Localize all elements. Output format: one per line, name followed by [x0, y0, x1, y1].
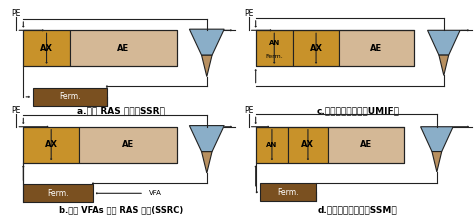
Polygon shape — [190, 126, 224, 152]
Bar — [328, 127, 404, 163]
Text: PE: PE — [12, 9, 21, 18]
Text: AE: AE — [370, 44, 383, 53]
Polygon shape — [439, 55, 449, 76]
Text: AE: AE — [122, 140, 134, 149]
Text: Ferm.: Ferm. — [277, 188, 299, 197]
Text: AX: AX — [40, 44, 53, 53]
Bar — [70, 30, 177, 66]
Bar — [260, 183, 316, 201]
Polygon shape — [428, 30, 460, 55]
Text: AE: AE — [117, 44, 129, 53]
Text: b.补充 VFAs 侧流 RAS 发酵(SSRC): b.补充 VFAs 侧流 RAS 发酵(SSRC) — [59, 206, 183, 215]
Polygon shape — [432, 151, 442, 172]
Bar — [23, 30, 70, 66]
Bar — [293, 30, 339, 66]
Text: Ferm.: Ferm. — [265, 54, 283, 59]
Polygon shape — [201, 55, 212, 77]
Text: AX: AX — [301, 140, 314, 149]
Bar — [33, 88, 107, 106]
Text: VFA: VFA — [149, 190, 162, 196]
Text: PE: PE — [244, 9, 254, 18]
Text: Ferm.: Ferm. — [59, 92, 81, 101]
Bar — [23, 127, 177, 163]
Bar — [255, 30, 293, 66]
Bar — [23, 184, 93, 202]
Bar — [255, 30, 414, 66]
Text: PE: PE — [244, 106, 254, 115]
Polygon shape — [190, 29, 224, 55]
Text: AN: AN — [266, 142, 278, 148]
Bar — [79, 127, 177, 163]
Text: c.混合液在线发酵（UMIF）: c.混合液在线发酵（UMIF） — [316, 106, 400, 115]
Bar — [255, 127, 288, 163]
Bar — [339, 30, 414, 66]
Polygon shape — [420, 127, 453, 151]
Bar — [288, 127, 328, 163]
Text: AE: AE — [360, 140, 372, 149]
Text: Ferm.: Ferm. — [47, 189, 69, 198]
Text: d.混合液离线发酵（SSM）: d.混合液离线发酵（SSM） — [318, 206, 398, 215]
Bar — [23, 127, 79, 163]
Text: PE: PE — [12, 106, 21, 115]
Text: AX: AX — [310, 44, 323, 53]
Text: AN: AN — [269, 40, 280, 46]
Bar — [255, 127, 404, 163]
Text: a.侧流 RAS 发酵（SSR）: a.侧流 RAS 发酵（SSR） — [77, 106, 165, 115]
Text: AX: AX — [45, 140, 58, 149]
Bar — [23, 30, 177, 66]
Polygon shape — [201, 152, 212, 173]
